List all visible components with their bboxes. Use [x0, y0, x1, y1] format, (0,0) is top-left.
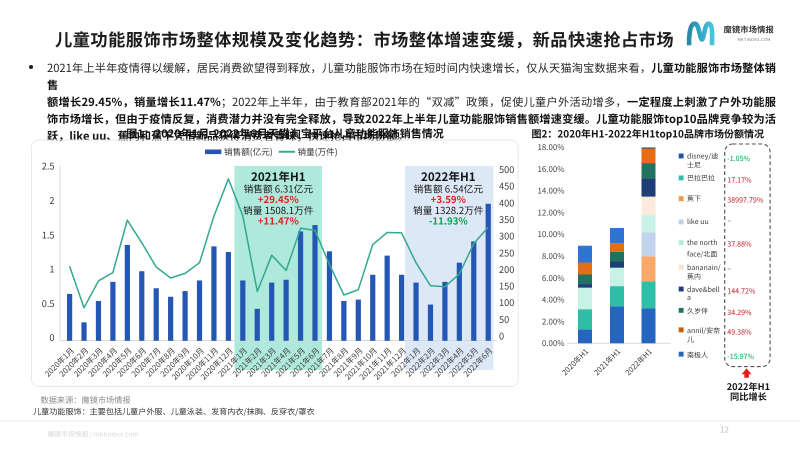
svg-text:–: – — [727, 264, 731, 274]
svg-text:-15.97%: -15.97% — [727, 352, 754, 362]
svg-text:蕉下: 蕉下 — [687, 194, 701, 204]
svg-text:同比增长: 同比增长 — [730, 389, 767, 403]
svg-text:数据来源：魔镜市场情报: 数据来源：魔镜市场情报 — [41, 394, 131, 406]
svg-text:2.00%: 2.00% — [542, 316, 565, 327]
svg-text:12.00%: 12.00% — [538, 207, 565, 218]
svg-text:0: 0 — [499, 329, 504, 343]
svg-text:500: 500 — [499, 162, 514, 176]
svg-text:250: 250 — [499, 245, 514, 259]
svg-text:+29.45%: +29.45% — [258, 192, 300, 206]
svg-text:2022年H1: 2022年H1 — [421, 169, 476, 185]
svg-text:14.00%: 14.00% — [538, 186, 565, 197]
svg-text:dave&bell: dave&bell — [687, 285, 720, 295]
svg-text:400: 400 — [499, 195, 514, 209]
svg-text:18.00%: 18.00% — [538, 142, 565, 153]
svg-text:2.5: 2.5 — [42, 159, 55, 173]
svg-text:–: – — [727, 216, 731, 226]
svg-text:图2：2020年H1-2022年H1top10品牌市场份额情: 图2：2020年H1-2022年H1top10品牌市场份额情况 — [532, 126, 764, 141]
svg-text:like uu: like uu — [687, 217, 709, 227]
svg-text:38997.79%: 38997.79% — [727, 195, 764, 205]
svg-text:-1.05%: -1.05% — [727, 154, 750, 164]
svg-text:10.00%: 10.00% — [538, 229, 565, 240]
svg-text:图1：2020年1月-2022年6月天猫淘宝平台儿童功能服饰: 图1：2020年1月-2022年6月天猫淘宝平台儿童功能服饰销售情况 — [126, 126, 443, 142]
svg-text:the north: the north — [687, 238, 717, 248]
svg-text:0.5: 0.5 — [42, 296, 55, 310]
svg-text:销售额 6.31亿元: 销售额 6.31亿元 — [244, 182, 314, 196]
svg-text:4.00%: 4.00% — [542, 295, 565, 306]
svg-text:0: 0 — [49, 330, 54, 344]
svg-text:50: 50 — [499, 312, 509, 326]
svg-text:34.29%: 34.29% — [727, 308, 752, 318]
svg-text:bananain/: bananain/ — [687, 263, 721, 273]
svg-text:儿: 儿 — [687, 335, 694, 345]
svg-text:37.88%: 37.88% — [727, 239, 752, 249]
svg-text:+11.47%: +11.47% — [258, 214, 300, 228]
svg-text:12: 12 — [720, 425, 729, 436]
svg-text:魔镜市场情报 | mktindex.com: 魔镜市场情报 | mktindex.com — [48, 429, 139, 439]
svg-text:350: 350 — [499, 212, 514, 226]
svg-text:17.17%: 17.17% — [727, 175, 752, 185]
svg-text:450: 450 — [499, 179, 514, 193]
svg-text:100: 100 — [499, 295, 514, 309]
svg-text:+3.59%: +3.59% — [431, 192, 467, 206]
svg-text:disney/迪: disney/迪 — [687, 152, 718, 162]
svg-text:150: 150 — [499, 279, 514, 293]
svg-text:2: 2 — [49, 193, 54, 207]
svg-text:16.00%: 16.00% — [538, 164, 565, 175]
svg-text:annil/安奈: annil/安奈 — [687, 326, 720, 336]
svg-text:1: 1 — [49, 262, 54, 276]
svg-text:2022年H1: 2022年H1 — [623, 346, 655, 378]
svg-text:蕉内: 蕉内 — [687, 272, 701, 282]
svg-text:2022年H1: 2022年H1 — [727, 379, 770, 393]
svg-text:face/北面: face/北面 — [687, 249, 717, 259]
svg-text:南极人: 南极人 — [687, 351, 708, 361]
svg-text:6.00%: 6.00% — [542, 273, 565, 284]
svg-text:MKTINDEX.COM: MKTINDEX.COM — [738, 37, 771, 43]
svg-text:销量 1328.2万件: 销量 1328.2万件 — [413, 203, 484, 217]
svg-text:销量 1508.1万件: 销量 1508.1万件 — [243, 203, 314, 217]
svg-text:144.72%: 144.72% — [727, 286, 756, 296]
svg-text:8.00%: 8.00% — [542, 251, 565, 262]
svg-text:久岁伴: 久岁伴 — [687, 306, 708, 316]
svg-text:2021年H1: 2021年H1 — [591, 346, 623, 378]
svg-text:销量(万件): 销量(万件) — [298, 146, 338, 158]
svg-text:-11.93%: -11.93% — [429, 214, 469, 228]
svg-text:魔镜市场情报: 魔镜市场情报 — [724, 23, 775, 35]
svg-text:儿童功能服饰：主要包括儿童户外服、儿童泳装、发育内衣/抹胸、: 儿童功能服饰：主要包括儿童户外服、儿童泳装、发育内衣/抹胸、反穿衣/罩衣 — [33, 407, 315, 418]
svg-text:49.38%: 49.38% — [727, 328, 752, 338]
svg-text:200: 200 — [499, 262, 514, 276]
svg-text:2020年H1: 2020年H1 — [559, 346, 591, 378]
svg-text:300: 300 — [499, 229, 514, 243]
svg-text:巴拉巴拉: 巴拉巴拉 — [687, 174, 715, 184]
svg-text:0.00%: 0.00% — [542, 338, 565, 349]
svg-text:2021年H1: 2021年H1 — [251, 169, 306, 185]
svg-text:士尼: 士尼 — [687, 160, 701, 170]
svg-text:a: a — [687, 293, 691, 303]
svg-text:1.5: 1.5 — [42, 227, 55, 241]
svg-text:销售额 6.54亿元: 销售额 6.54亿元 — [414, 182, 484, 196]
svg-text:销售额(亿元): 销售额(亿元) — [224, 146, 273, 158]
